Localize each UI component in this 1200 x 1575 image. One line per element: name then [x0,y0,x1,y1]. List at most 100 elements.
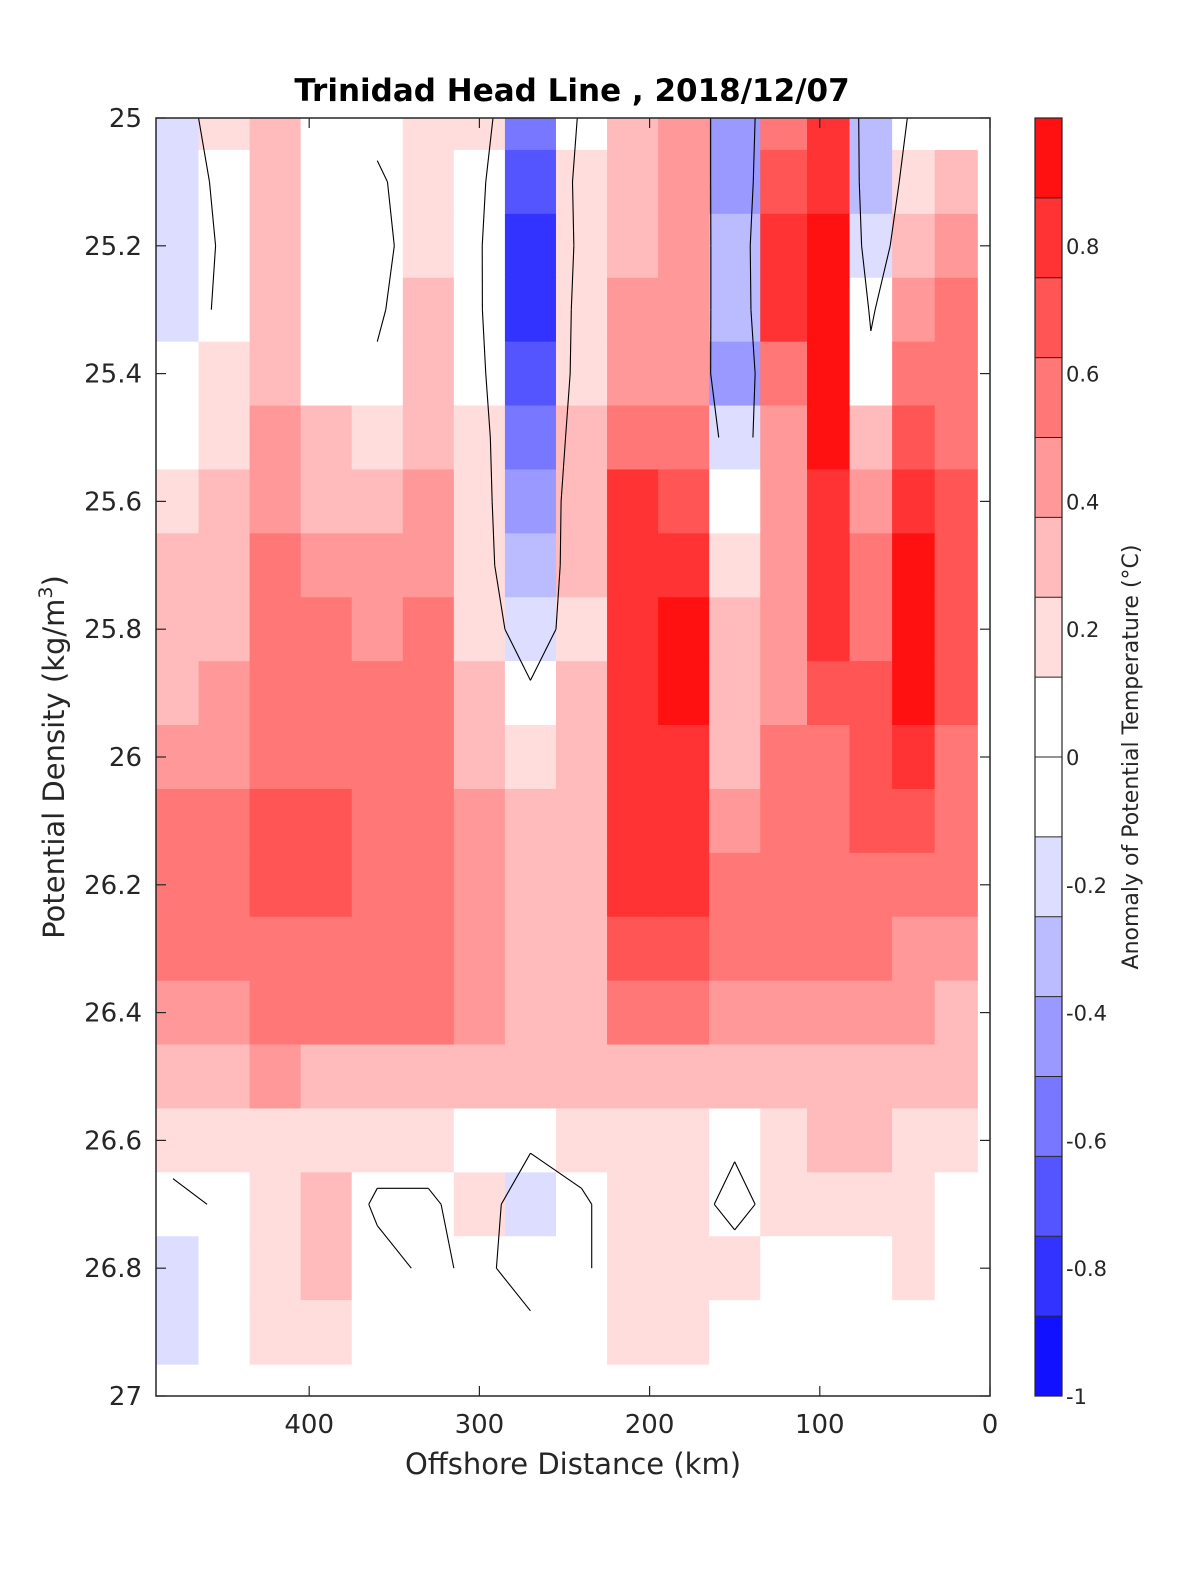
heatmap-cell [709,341,761,407]
contour-segment [570,245,575,310]
y-axis-label-close: ) [37,575,71,586]
heatmap-cell [453,277,506,343]
heatmap-cell [892,725,936,790]
heatmap-cell [892,118,936,151]
heatmap-cell [658,118,710,151]
heatmap-cell [300,1236,353,1301]
heatmap-cell [453,1172,506,1237]
heatmap-cell [156,1236,200,1301]
heatmap-cell [198,118,251,151]
heatmap-cell [198,1300,251,1365]
x-axis-label: Offshore Distance (km) [405,1447,741,1481]
heatmap-cell [658,469,710,534]
heatmap-cell [760,405,808,471]
heatmap-cells [156,118,978,1365]
heatmap-cell [760,1044,808,1110]
y-axis-label-main: Potential Density (kg/m [37,599,71,939]
heatmap-cell [351,1236,404,1301]
heatmap-cell [156,725,200,790]
heatmap-cell [249,118,302,151]
heatmap-cell [658,597,710,662]
heatmap-cell [607,341,659,407]
colorbar-segment [1035,597,1062,678]
x-tick-label: 100 [795,1410,845,1440]
plot-area [155,117,991,1397]
heatmap-cell [156,213,200,279]
heatmap-cell [351,725,404,790]
heatmap-cell [300,597,353,662]
colorbar-segment [1035,118,1062,199]
heatmap-cell [504,469,557,534]
y-tick-label: 25.6 [84,487,142,517]
heatmap-cell [658,980,710,1046]
heatmap-cell [934,852,978,918]
heatmap-cell [849,118,893,151]
y-axis-ticks: 25 25.2 25.4 25.6 25.8 26 26.2 26.4 26.6 26.8 27 [84,104,990,1412]
heatmap-cell [849,341,893,407]
heatmap-cell [504,405,557,471]
heatmap-cell [658,661,710,726]
heatmap-cell [402,725,455,790]
heatmap-cell [402,277,455,343]
heatmap-cell [849,661,893,726]
colorbar-tick-label: 0.6 [1066,363,1099,387]
heatmap-cell [934,1236,978,1301]
colorbar-tick-label: -0.4 [1066,1002,1107,1026]
contour-segment [555,565,561,630]
heatmap-cell [555,469,608,534]
contour-segment [750,309,756,374]
contour-segment [494,565,506,630]
heatmap-cell [607,597,659,662]
heatmap-cell [555,405,608,471]
heatmap-cell [453,661,506,726]
heatmap-cell [658,725,710,790]
heatmap-cell [351,1172,404,1237]
heatmap-cell [300,533,353,598]
colorbar-tick-label: -0.2 [1066,874,1107,898]
colorbar: 0.8 0.6 0.4 0.2 0 -0.2 -0.4 -0.6 -0.8 -1 [1034,117,1107,1409]
contour-segment [386,181,395,246]
heatmap-cell [709,1044,761,1110]
contour-segment [569,309,572,374]
x-tick-label: 200 [625,1410,675,1440]
heatmap-cell [351,213,404,279]
y-axis-label-superscript: 3 [35,586,57,598]
heatmap-cell [658,1172,710,1237]
heatmap-cell [709,661,761,726]
contour-segment [491,501,496,566]
heatmap-cell [156,1044,200,1110]
contour-segment [861,245,870,310]
heatmap-cell [504,213,557,279]
heatmap-cell [934,661,978,726]
heatmap-cell [249,725,302,790]
heatmap-cell [807,1236,851,1301]
heatmap-cell [607,661,659,726]
heatmap-cell [555,1236,608,1301]
heatmap-cell [607,149,659,215]
heatmap-cell [198,788,251,854]
heatmap-cell [198,533,251,598]
contour-segment [870,309,876,332]
contour-segment [198,118,211,182]
heatmap-cell [504,277,557,343]
heatmap-cell [300,1172,353,1237]
heatmap-cell [760,788,808,854]
heatmap-cell [156,788,200,854]
contour-segment [571,181,575,246]
heatmap-cell [351,916,404,982]
heatmap-cell [300,405,353,471]
contour-segment [734,1161,756,1205]
heatmap-cell [709,469,761,534]
heatmap-cell [351,1300,404,1365]
heatmap-cell [249,469,302,534]
heatmap-cell [198,597,251,662]
contour-segment [710,373,720,438]
heatmap-cell [807,213,851,279]
heatmap-cell [934,916,978,982]
heatmap-cell [760,213,808,279]
heatmap-cell [658,916,710,982]
contour-segment [376,160,388,183]
heatmap-cell [709,533,761,598]
y-tick-label: 26 [109,743,142,773]
heatmap-cell [934,213,978,279]
